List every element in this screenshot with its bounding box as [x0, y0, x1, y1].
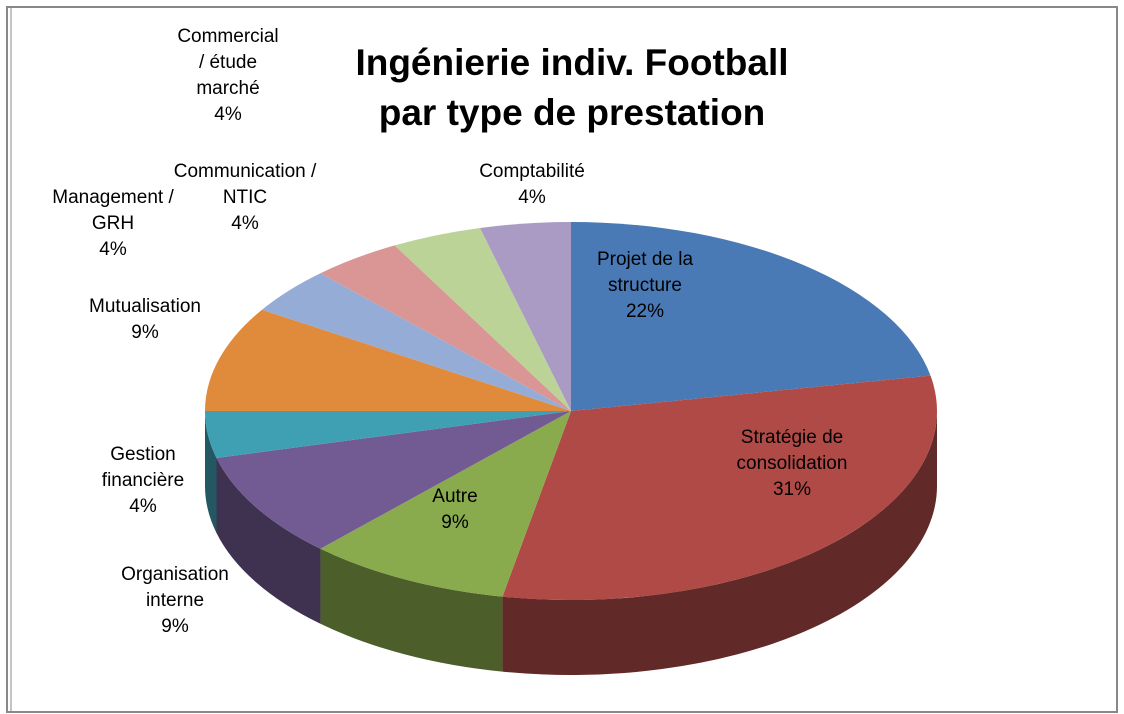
value-label: 4% — [129, 496, 157, 517]
slice-label: Management / GRH 4% — [33, 185, 193, 263]
slice — [479, 222, 571, 411]
slice — [205, 411, 571, 459]
value-label: 22% — [625, 301, 665, 322]
slice-side — [216, 458, 321, 624]
slice — [571, 222, 931, 411]
category-name: Mutualisation — [89, 296, 201, 317]
category-name: Management / GRH — [52, 187, 174, 234]
category-name: Organisation interne — [121, 564, 229, 611]
slice-side — [320, 548, 503, 672]
category-name: Projet de la structure — [596, 249, 694, 296]
frame — [6, 6, 1118, 713]
category-name: Communication / NTIC — [173, 161, 317, 208]
slice — [320, 411, 571, 597]
slice-label: Organisation interne 9% — [95, 562, 255, 640]
slice — [394, 227, 571, 411]
slice — [320, 245, 571, 411]
value-label: 4% — [518, 187, 546, 208]
slice-label: Commercial / étude marché 4% — [173, 24, 283, 128]
value-label: 4% — [231, 213, 259, 234]
category-name: Commercial / étude marché — [177, 26, 279, 99]
value-label: 9% — [441, 512, 469, 533]
slice — [502, 375, 938, 600]
slice-label: Autre 9% — [415, 484, 495, 536]
slice-label: Gestion financière 4% — [88, 442, 198, 520]
slice-side — [205, 411, 217, 534]
category-name: Comptabilité — [479, 161, 585, 182]
chart-title: Ingénierie indiv. Football par type de p… — [355, 42, 789, 133]
slice-label: Communication / NTIC 4% — [165, 159, 325, 237]
category-name: Stratégie de consolidation — [736, 427, 848, 474]
slice-side — [502, 411, 937, 675]
value-label: 4% — [214, 104, 242, 125]
slice — [216, 411, 571, 549]
value-label: 31% — [772, 479, 812, 500]
slice-label: Stratégie de consolidation 31% — [712, 425, 872, 503]
category-name: Gestion financière — [101, 444, 185, 491]
value-label: 9% — [131, 322, 159, 343]
value-label: 4% — [99, 239, 127, 260]
slice — [205, 309, 571, 411]
slice-label: Comptabilité 4% — [457, 159, 607, 211]
slice — [261, 273, 571, 411]
slice-label: Projet de la structure 22% — [580, 247, 710, 325]
slice-label: Mutualisation 9% — [65, 294, 225, 346]
value-label: 9% — [161, 616, 189, 637]
category-name: Autre — [432, 486, 478, 507]
